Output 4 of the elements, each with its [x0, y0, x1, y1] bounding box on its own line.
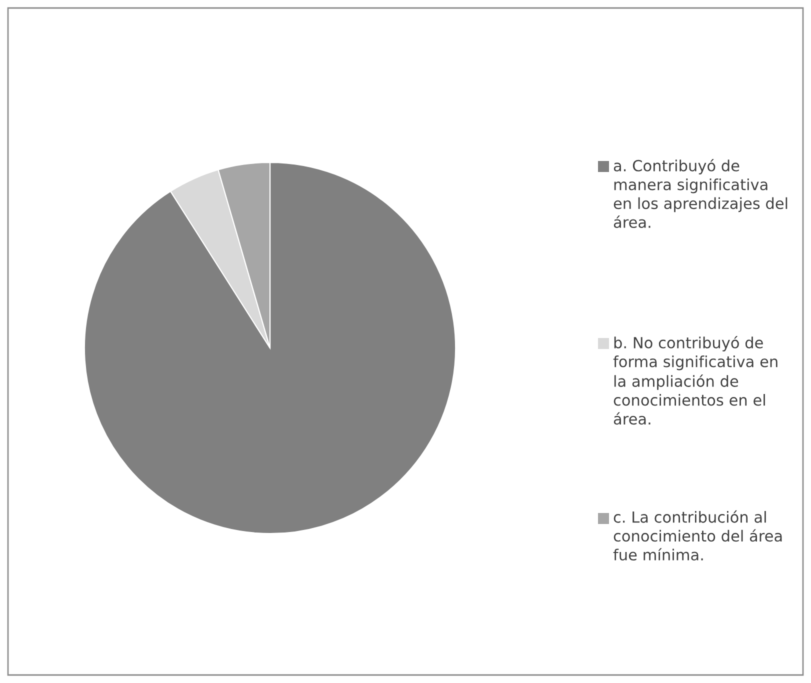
legend-label: b. No contribuyó de forma significativa en la ampliación de conocimientos en el área. [613, 336, 778, 425]
pie-slice [84, 162, 456, 534]
legend-label: c. La contribución al conocimiento del área fue mínima. [613, 510, 782, 561]
legend-label: a. Contribuyó de manera significativa en los aprendizajes del área. [614, 159, 788, 228]
